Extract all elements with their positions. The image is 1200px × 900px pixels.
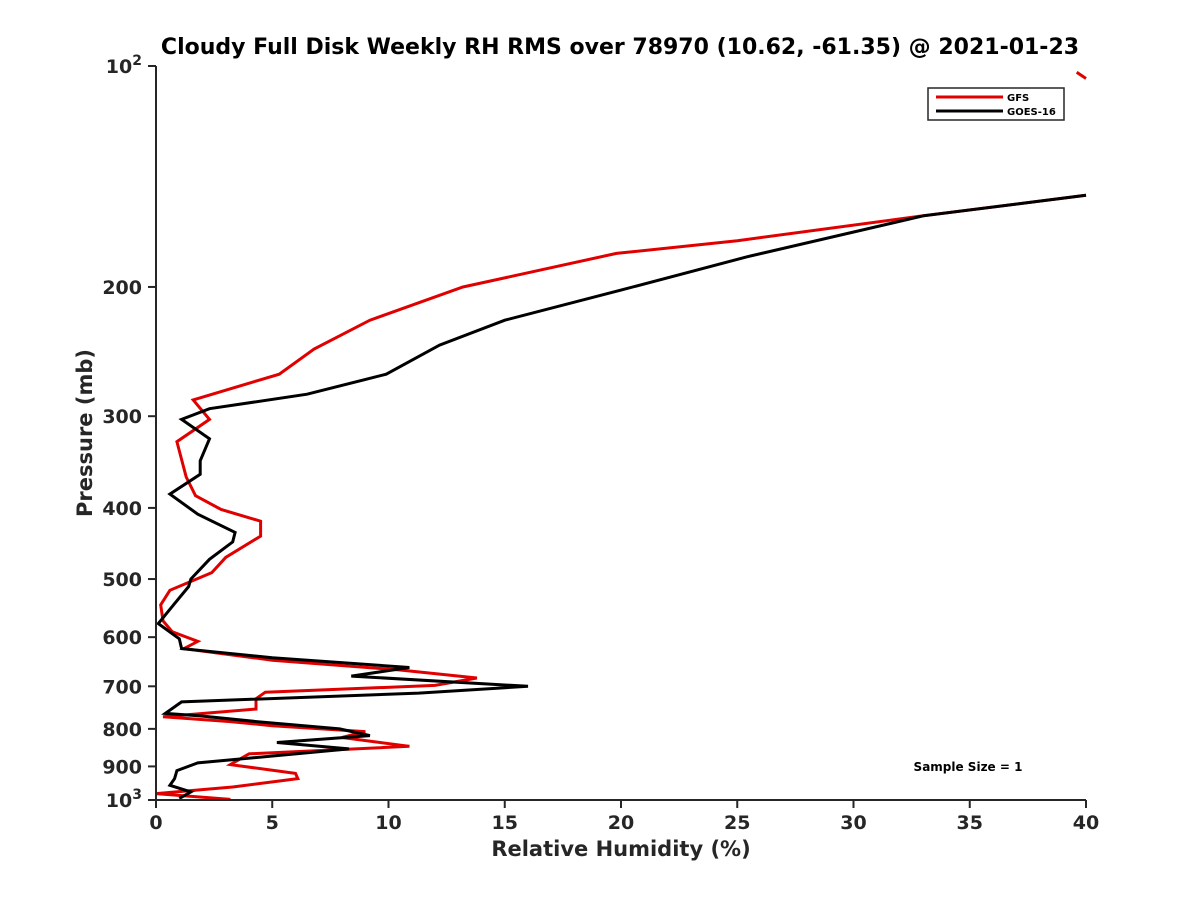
y-tick-label: 500 (102, 569, 142, 591)
series-line-goes16 (156, 193, 1087, 800)
legend-label-goes16: GOES-16 (1007, 107, 1056, 118)
y-tick-label: 800 (102, 719, 142, 741)
x-tick-label: 0 (149, 812, 162, 834)
chart-title: Cloudy Full Disk Weekly RH RMS over 7897… (161, 35, 1079, 60)
x-tick-label: 10 (375, 812, 401, 834)
y-ticks: 102 200 300 400 500 600 700 800 900 103 (102, 53, 156, 812)
y-tick-label: 102 (106, 53, 142, 78)
y-tick-label: 400 (102, 498, 142, 520)
x-tick-label: 5 (266, 812, 279, 834)
y-tick-label: 600 (102, 627, 142, 649)
y-tick-label: 700 (102, 676, 142, 698)
x-tick-label: 25 (724, 812, 750, 834)
x-tick-label: 20 (608, 812, 634, 834)
y-tick-label: 200 (102, 277, 142, 299)
x-tick-label: 40 (1073, 812, 1099, 834)
legend-box (927, 87, 1065, 121)
y-tick-label: 300 (102, 406, 142, 428)
legend-label-gfs: GFS (1007, 93, 1029, 104)
legend: GFS GOES-16 (927, 87, 1065, 121)
series-layer (155, 71, 1087, 801)
x-ticks: 0 5 10 15 20 25 30 35 40 (149, 800, 1099, 834)
stray-marker (1075, 71, 1087, 80)
y-tick-label: 900 (102, 756, 142, 778)
x-tick-label: 35 (957, 812, 983, 834)
y-axis-label: Pressure (mb) (73, 349, 97, 517)
y-tick-label: 103 (106, 787, 142, 812)
x-tick-label: 15 (492, 812, 518, 834)
sample-size-annotation: Sample Size = 1 (914, 760, 1023, 774)
x-axis-label: Relative Humidity (%) (491, 837, 750, 861)
x-tick-label: 30 (840, 812, 866, 834)
series-line-gfs (155, 193, 1087, 801)
